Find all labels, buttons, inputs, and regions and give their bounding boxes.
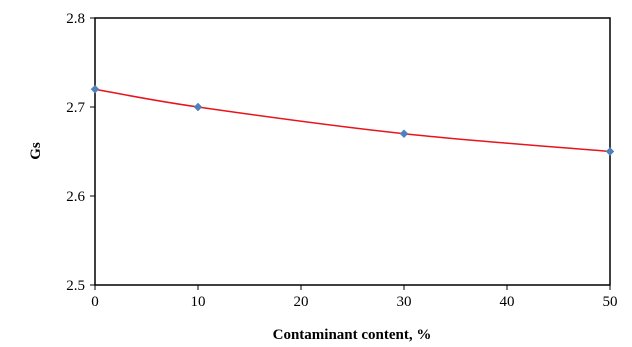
plot-area [94, 17, 611, 286]
y-tick-label: 2.8 [66, 11, 85, 27]
x-axis-title: Contaminant content, % [273, 327, 432, 343]
series-layer [90, 84, 615, 156]
y-tick-label: 2.6 [66, 189, 85, 205]
x-tick-label: 30 [397, 294, 412, 310]
y-tick-label: 2.5 [66, 278, 85, 294]
x-tick-label: 50 [603, 294, 618, 310]
x-axis-ticks: 0 10 20 30 40 50 [91, 285, 618, 310]
y-axis-ticks: 2.5 2.6 2.7 2.8 [66, 11, 95, 294]
series-line [94, 88, 611, 153]
x-tick-label: 20 [294, 294, 309, 310]
y-tick-label: 2.7 [66, 100, 85, 116]
data-point-marker [193, 102, 203, 112]
x-tick-label: 40 [500, 294, 515, 310]
data-point-marker [605, 147, 615, 156]
x-tick-label: 10 [191, 294, 206, 310]
data-point-marker [90, 84, 100, 94]
data-point-marker [399, 129, 409, 139]
x-tick-label: 0 [91, 294, 99, 310]
y-axis-title: Gs [28, 142, 44, 160]
